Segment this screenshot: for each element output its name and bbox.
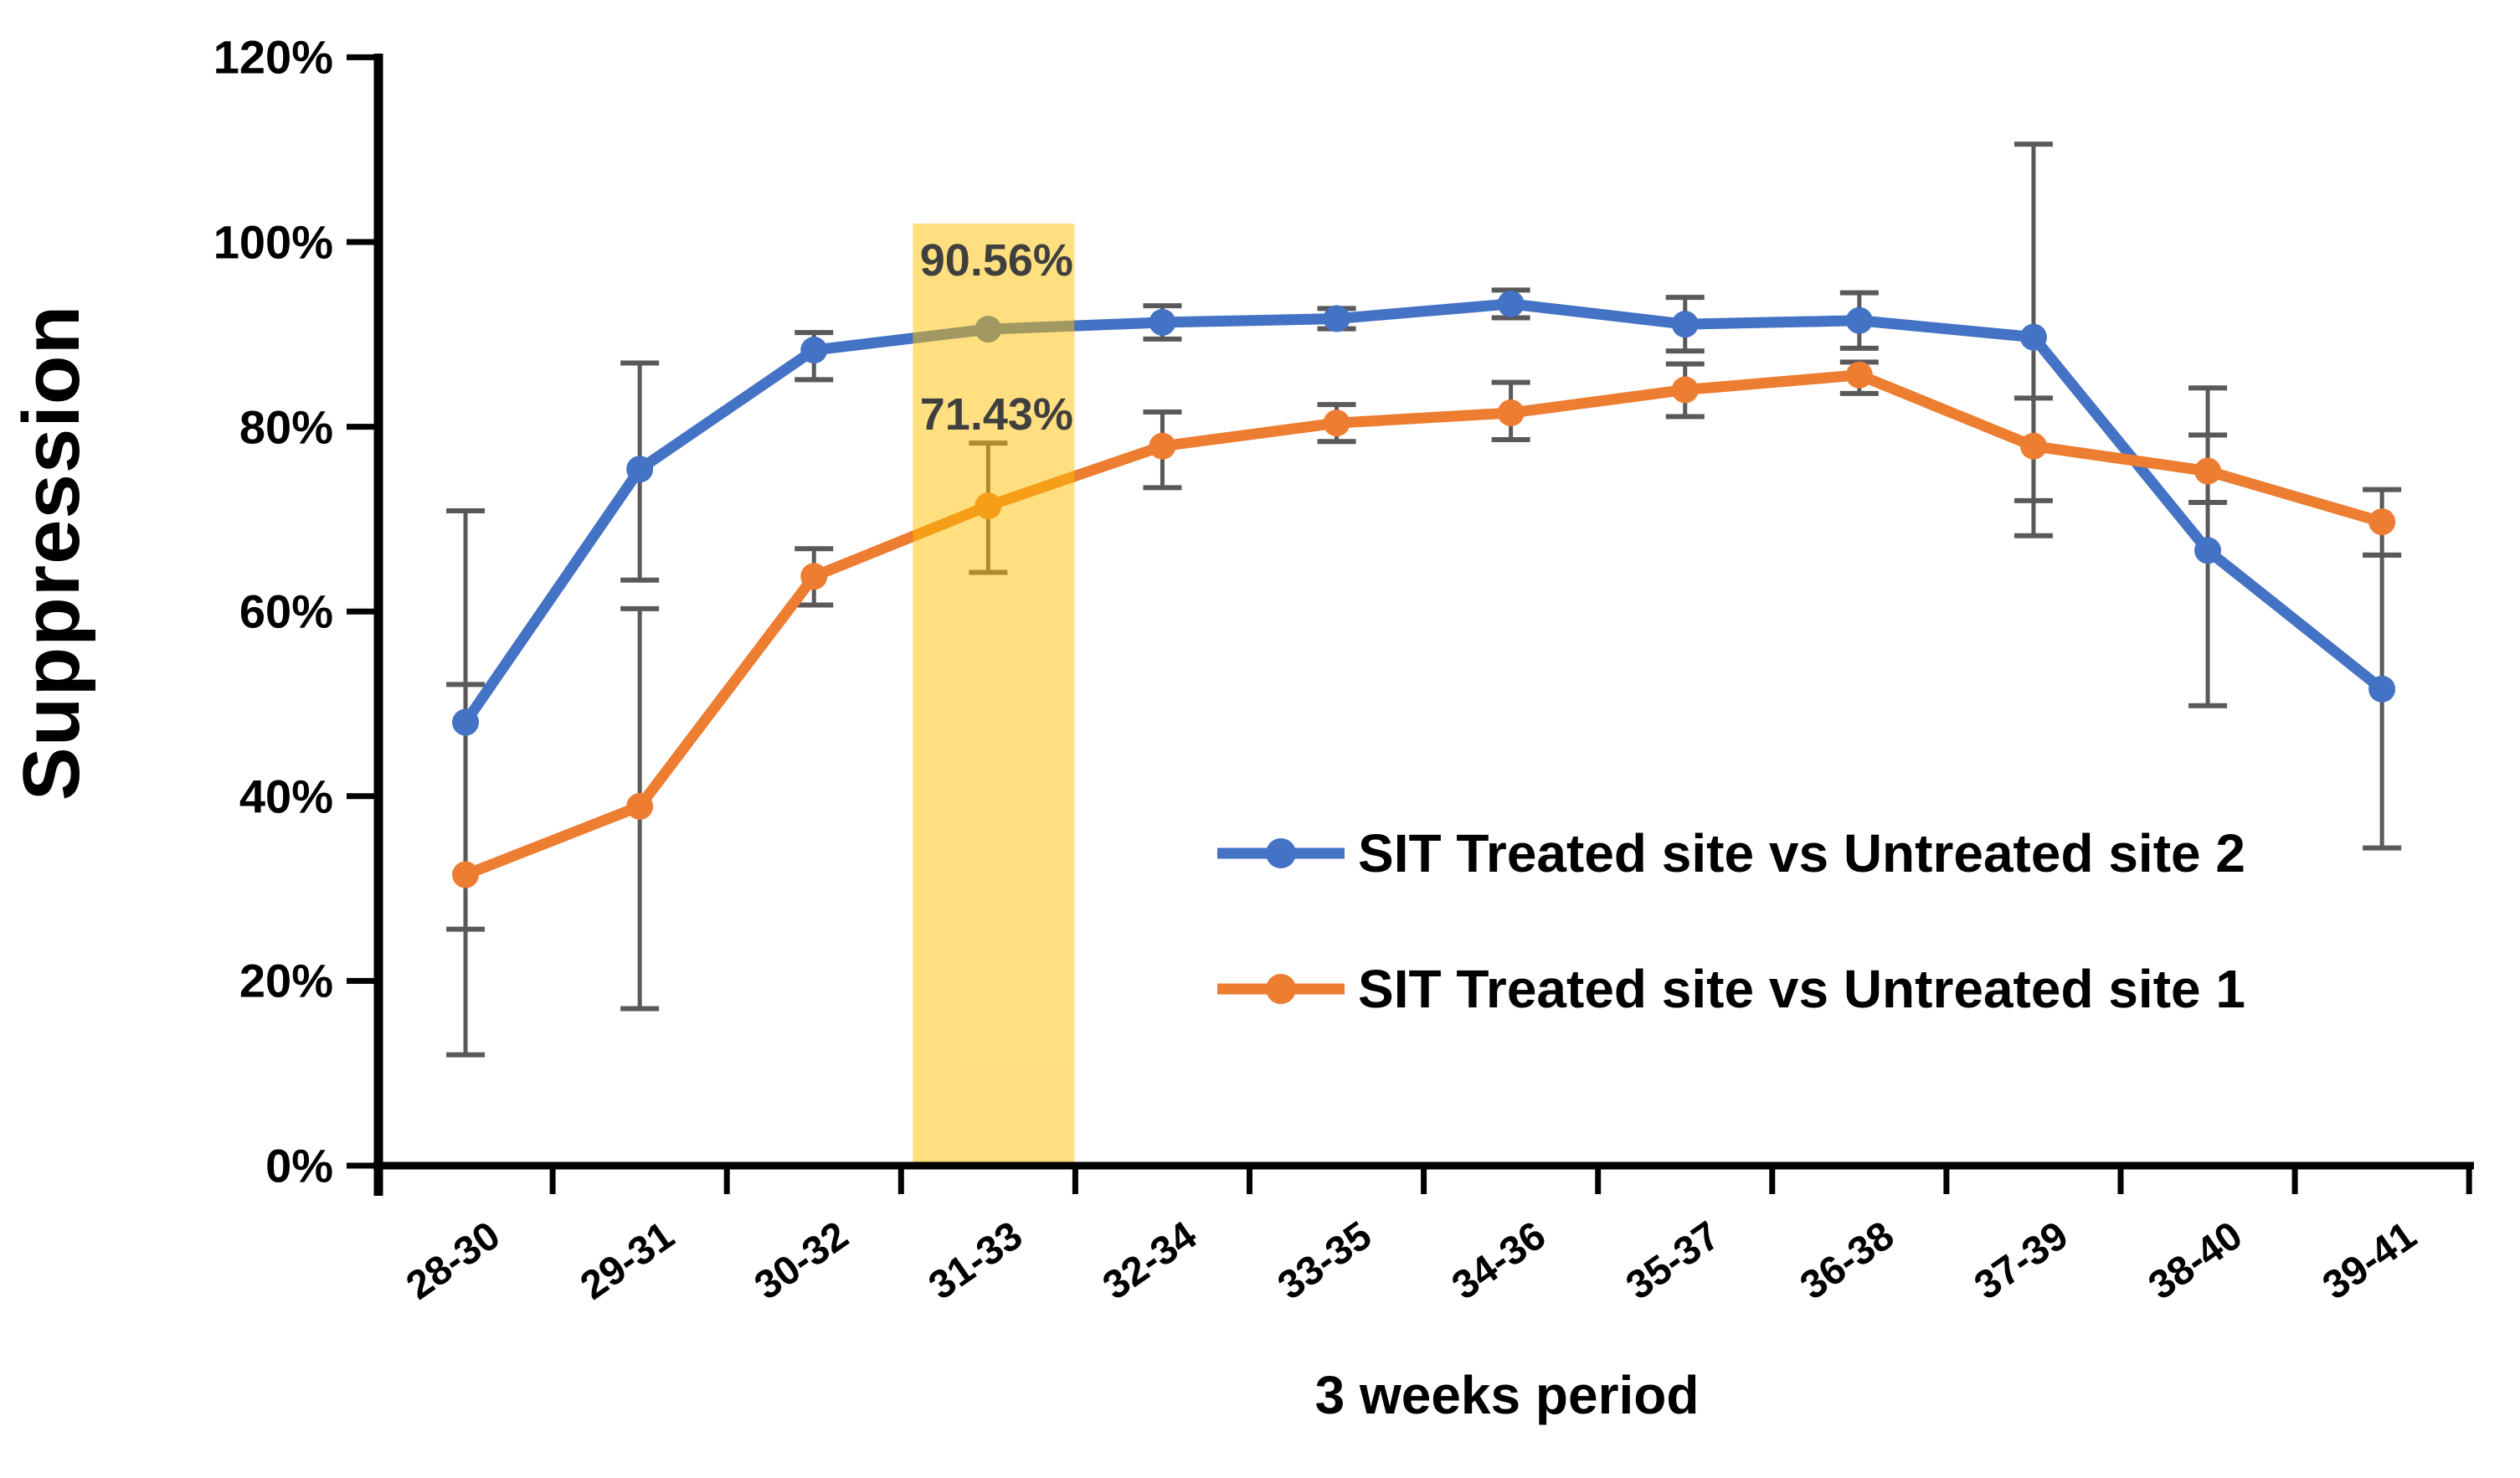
data-point-s0-c5	[1323, 305, 1350, 332]
data-point-s0-c8	[1845, 306, 1873, 334]
data-point-s1-c0	[452, 861, 480, 888]
y-tick-80%: 80%	[239, 400, 333, 454]
data-point-s1-c4	[1149, 432, 1176, 460]
legend-item-site1: SIT Treated site vs Untreated site 1	[1216, 959, 2245, 1019]
data-point-s0-c11	[2368, 675, 2396, 703]
series-line-1	[460, 369, 2388, 881]
data-point-s1-c11	[2368, 508, 2396, 536]
y-tick-40%: 40%	[239, 770, 333, 823]
data-point-s0-c7	[1671, 311, 1699, 338]
legend-marker-orange-line-icon	[1217, 974, 1345, 1004]
data-point-s0-c6	[1497, 290, 1525, 317]
y-axis-title: Suppression	[7, 304, 96, 801]
data-point-s1-c5	[1323, 409, 1350, 437]
legend-marker-blue-line-icon	[1217, 838, 1345, 868]
annotation-71.43%: 71.43%	[919, 389, 1073, 440]
data-point-s0-c9	[2019, 323, 2047, 351]
y-tick-0%: 0%	[265, 1139, 333, 1192]
data-point-s1-c6	[1497, 399, 1525, 427]
data-point-s0-c10	[2194, 537, 2222, 564]
data-point-s1-c10	[2194, 457, 2222, 485]
y-tick-100%: 100%	[213, 215, 333, 269]
data-point-s0-c1	[626, 456, 654, 483]
data-point-s0-c0	[452, 708, 480, 736]
highlight-band	[913, 223, 1075, 1166]
axes	[347, 54, 2474, 1196]
y-tick-120%: 120%	[213, 30, 333, 84]
y-tick-60%: 60%	[239, 585, 333, 638]
data-point-s1-c1	[626, 792, 654, 820]
data-point-s1-c7	[1671, 376, 1699, 404]
data-point-s1-c2	[800, 563, 828, 590]
y-tick-20%: 20%	[239, 954, 333, 1007]
legend-label-site1: SIT Treated site vs Untreated site 1	[1358, 959, 2245, 1019]
data-point-s1-c8	[1845, 361, 1873, 389]
data-point-s1-c9	[2019, 432, 2047, 460]
annotation-90.56%: 90.56%	[919, 235, 1073, 286]
data-point-s0-c2	[800, 337, 828, 364]
data-point-s0-c4	[1149, 308, 1176, 336]
legend-label-site2: SIT Treated site vs Untreated site 2	[1358, 823, 2245, 883]
series-line-0	[460, 298, 2388, 729]
x-axis-title: 3 weeks period	[1314, 1365, 1700, 1425]
legend-item-site2: SIT Treated site vs Untreated site 2	[1216, 823, 2245, 883]
